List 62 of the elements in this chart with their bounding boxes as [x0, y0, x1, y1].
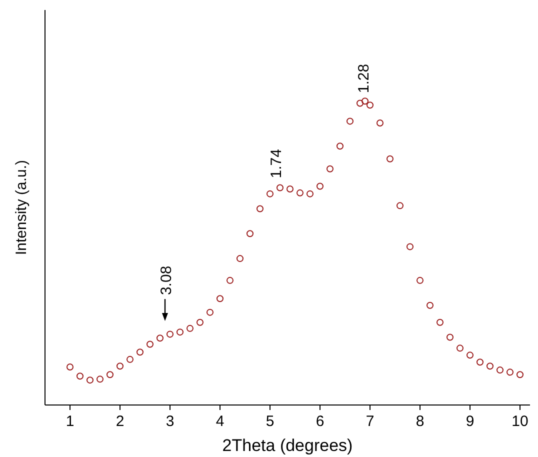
point [316, 182, 324, 190]
x-tick-label: 10 [512, 413, 528, 430]
point [516, 371, 524, 378]
y-axis-title: Intensity (a.u.) [13, 160, 30, 256]
point [186, 324, 194, 332]
point [376, 120, 384, 127]
point [156, 334, 164, 342]
annotation: 3.08 [158, 266, 175, 296]
point [506, 368, 514, 376]
point [326, 165, 334, 172]
point [346, 118, 354, 125]
point [306, 190, 314, 198]
point [86, 376, 94, 384]
point [76, 372, 84, 380]
point [176, 328, 184, 336]
point [356, 100, 364, 107]
annotation: 1.74 [268, 149, 285, 178]
point [116, 362, 124, 370]
annotation: 1.28 [356, 64, 372, 94]
x-tick-label: 8 [416, 413, 424, 430]
x-tick-label: 4 [216, 413, 224, 430]
x-tick-label: 9 [466, 413, 474, 430]
x-tick-label: 2 [116, 413, 124, 430]
point [266, 190, 274, 198]
point [66, 364, 74, 371]
point [246, 230, 254, 238]
x-tick-label: 3 [166, 413, 174, 430]
point [386, 155, 394, 162]
point [362, 98, 368, 105]
x-tick-label: 1 [66, 413, 74, 430]
point [366, 102, 374, 109]
point [396, 202, 404, 210]
point [236, 255, 244, 262]
point [206, 308, 214, 316]
point [146, 340, 154, 348]
point [486, 362, 494, 370]
point [286, 185, 294, 192]
x-tick-label: 5 [266, 413, 274, 430]
point [226, 276, 234, 284]
point [216, 295, 224, 302]
point [256, 205, 264, 212]
point [476, 358, 484, 366]
point [106, 371, 114, 378]
point [296, 189, 304, 196]
point [456, 344, 464, 352]
point [166, 330, 174, 338]
point [426, 302, 434, 309]
x-axis-title: 2Theta (degrees) [222, 436, 353, 455]
point [416, 276, 424, 284]
point [466, 352, 474, 359]
x-tick-label: 7 [366, 413, 374, 430]
point [276, 184, 284, 192]
point [96, 376, 104, 383]
point [406, 243, 414, 250]
point [336, 142, 344, 150]
point [136, 348, 144, 356]
x-tick-label: 6 [316, 413, 324, 430]
point [496, 366, 504, 374]
point [436, 318, 444, 326]
point [196, 318, 204, 326]
point [446, 334, 454, 341]
point [126, 356, 134, 363]
